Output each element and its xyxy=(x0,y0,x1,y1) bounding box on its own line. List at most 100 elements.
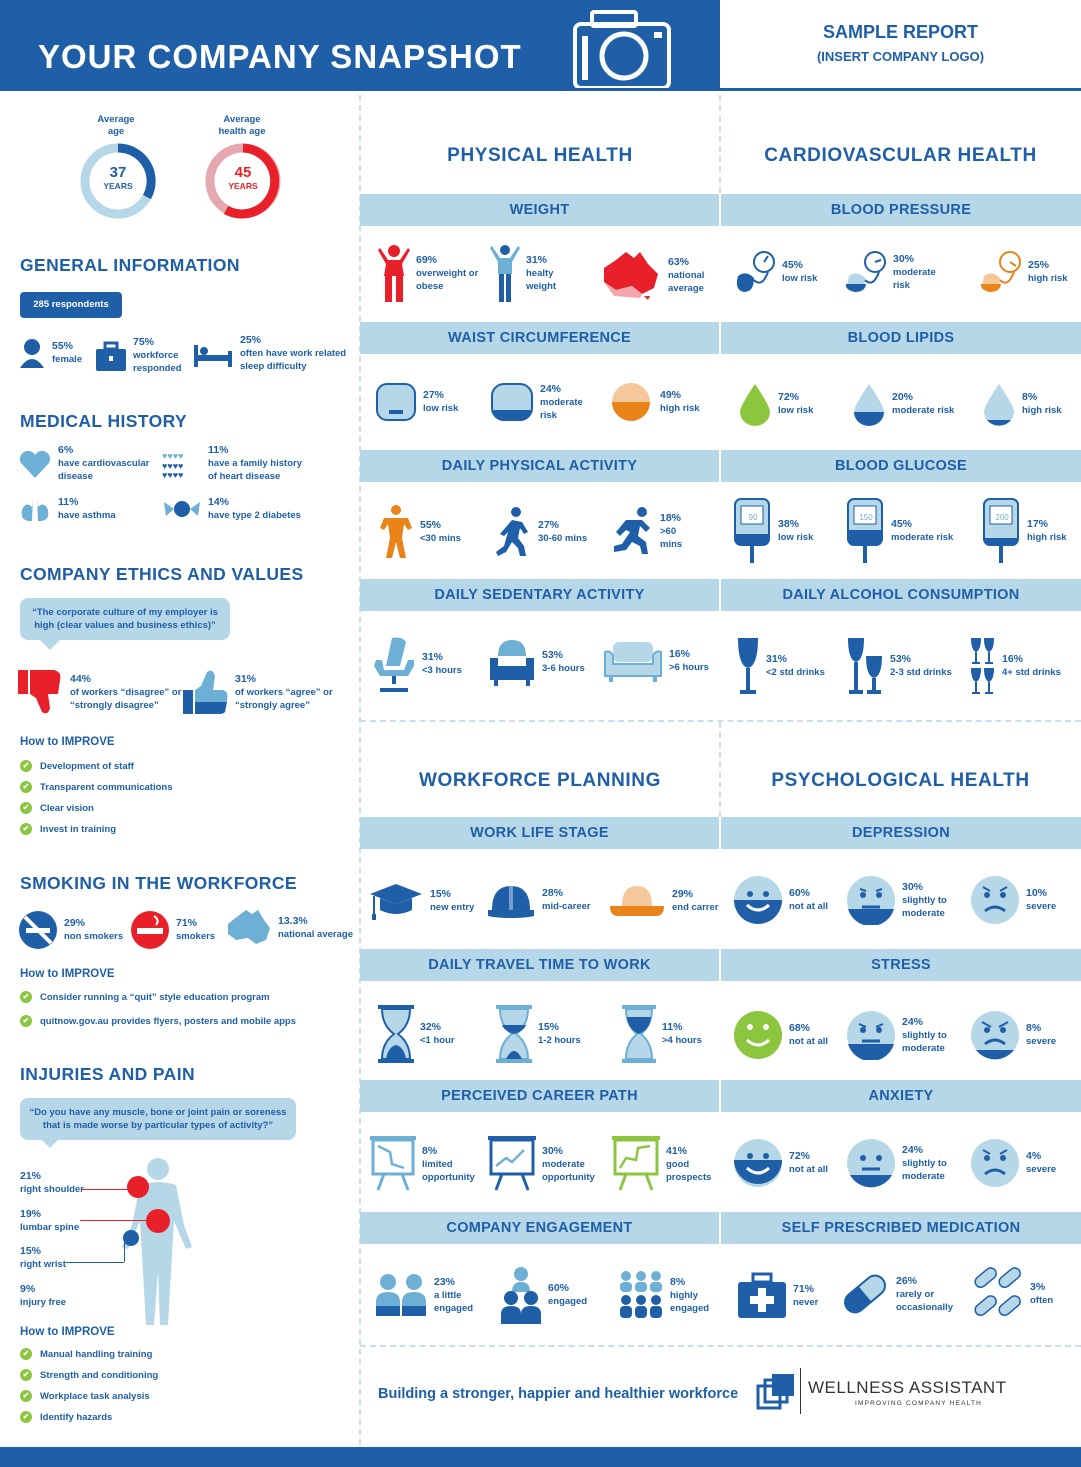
row-divider xyxy=(360,1345,1081,1347)
two-people-icon xyxy=(376,1274,426,1316)
logo-divider xyxy=(800,1368,801,1414)
glucose-reading: 200 xyxy=(995,513,1009,522)
smoking-tip: ✔ Consider running a “quit” style educati… xyxy=(20,991,270,1003)
lipids-moderate-risk: 20% moderate risk xyxy=(852,382,956,426)
medication-rarely: 26% rarely or occasionally xyxy=(840,1268,953,1320)
hat-icon xyxy=(610,886,664,916)
band-blood-pressure: BLOOD PRESSURE xyxy=(721,194,1081,226)
hourglass-icon xyxy=(496,1005,532,1063)
general-sleep: 25% often have work related sleep difficu… xyxy=(192,334,350,373)
anxiety-severe: 4% severe xyxy=(970,1138,1066,1188)
check-icon: ✔ xyxy=(20,1015,32,1027)
band-blood-lipids: BLOOD LIPIDS xyxy=(721,322,1081,354)
wine-glass-icon xyxy=(738,638,758,694)
sedentary-over-6: 16% >6 hours xyxy=(603,638,713,684)
band-travel-time: DAILY TRAVEL TIME TO WORK xyxy=(360,949,719,981)
check-icon: ✔ xyxy=(20,802,32,814)
thumbs-down-icon xyxy=(18,670,61,714)
stress-not-at-all: 68% not at all xyxy=(733,1010,833,1060)
healthy-person-icon xyxy=(490,245,520,302)
glucose-high-risk: 17% high risk xyxy=(983,498,1067,564)
band-sedentary: DAILY SEDENTARY ACTIVITY xyxy=(360,579,719,611)
career-limited: 8% limited opportunity xyxy=(370,1136,475,1192)
travel-over-4: 11% >4 hours xyxy=(622,1005,706,1063)
travel-under-1: 32% <1 hour xyxy=(378,1005,460,1063)
general-information-heading: GENERAL INFORMATION xyxy=(20,255,240,275)
injuries-tip: ✔ Strength and conditioning xyxy=(20,1369,158,1381)
column-divider xyxy=(359,95,361,1445)
leader-line xyxy=(124,1240,125,1262)
bed-icon xyxy=(194,344,232,367)
ethics-how-to-improve: How to IMPROVE xyxy=(20,736,115,748)
physical-health-heading: PHYSICAL HEALTH xyxy=(447,145,633,166)
brand-name: WELLNESS ASSISTANT xyxy=(808,1378,1007,1397)
rising-chart-icon xyxy=(612,1136,660,1191)
workforce-planning-heading: WORKFORCE PLANNING xyxy=(419,770,661,791)
neutral-face-icon xyxy=(847,1139,895,1188)
australia-map-icon xyxy=(228,910,270,944)
anxiety-slightly: 24% slightly to moderate xyxy=(846,1138,952,1188)
psychological-health-heading: PSYCHOLOGICAL HEALTH xyxy=(771,770,1030,791)
ethics-disagree: 44% of workers “disagree” or “strongly di… xyxy=(18,668,195,716)
engagement-highly: 8% highly engaged xyxy=(618,1270,714,1320)
general-female: 55% female xyxy=(18,338,82,368)
sedentary-3-6: 53% 3-6 hours xyxy=(488,636,586,688)
glucose-meter-icon xyxy=(983,498,1019,563)
alcohol-2-3: 53% 2-3 std drinks xyxy=(846,636,952,696)
row-divider xyxy=(360,720,1081,722)
lungs-icon xyxy=(21,498,49,522)
check-icon: ✔ xyxy=(20,1348,32,1360)
alcohol-4-plus: 16% 4+ std drinks xyxy=(970,636,1062,696)
sample-report-title: SAMPLE REPORT xyxy=(822,22,978,42)
sad-face-icon xyxy=(971,1139,1019,1187)
brand-subtitle: IMPROVING COMPANY HEALTH xyxy=(855,1400,983,1407)
column-divider xyxy=(719,95,721,193)
glucose-low-risk: 38% low risk xyxy=(734,498,818,564)
leader-line xyxy=(80,1220,148,1221)
band-weight: WEIGHT xyxy=(360,194,719,226)
bp-high-risk: 25% high risk xyxy=(978,250,1068,294)
health-age-value: 45 YEARS xyxy=(228,164,258,191)
svg-text:♥♥♥♥: ♥♥♥♥ xyxy=(162,461,183,471)
female-icon xyxy=(20,339,44,368)
crowd-icon xyxy=(620,1271,662,1318)
weight-overweight: 69% overweight or obese xyxy=(378,244,482,302)
medical-asthma: 11% have asthma xyxy=(18,494,116,524)
career-good: 41% good prospects xyxy=(612,1136,714,1192)
band-career-path: PERCEIVED CAREER PATH xyxy=(360,1080,719,1112)
wine-glasses-icon xyxy=(848,638,882,694)
sedentary-under-3: 31% <3 hours xyxy=(372,636,466,692)
smoking-non-smokers: 29% non smokers xyxy=(18,910,123,950)
injury-right-wrist: 15% right wrist xyxy=(20,1245,66,1270)
ethics-heading: COMPANY ETHICS AND VALUES xyxy=(20,564,304,584)
band-depression: DEPRESSION xyxy=(721,817,1081,849)
report-label: SAMPLE REPORT (INSERT COMPANY LOGO) xyxy=(720,0,1081,88)
smoking-heading: SMOKING IN THE WORKFORCE xyxy=(20,873,297,893)
check-icon: ✔ xyxy=(20,1411,32,1423)
career-moderate: 30% moderate opportunity xyxy=(488,1136,598,1192)
injury-free: 9% injury free xyxy=(20,1283,66,1308)
depression-not-at-all: 60% not at all xyxy=(733,875,833,925)
check-icon: ✔ xyxy=(20,991,32,1003)
briefcase-icon xyxy=(96,341,126,371)
ethics-tip: ✔ Clear vision xyxy=(20,802,94,814)
blood-pressure-icon xyxy=(980,251,1021,292)
glucose-moderate-risk: 45% moderate risk xyxy=(847,498,955,564)
sad-face-icon xyxy=(971,876,1019,924)
page-title: YOUR COMPANY SNAPSHOT xyxy=(38,38,522,75)
stress-severe: 8% severe xyxy=(970,1010,1066,1060)
declining-chart-icon xyxy=(370,1136,416,1191)
ethics-tip: ✔ Invest in training xyxy=(20,823,116,835)
ethics-tip: ✔ Transparent communications xyxy=(20,781,173,793)
depression-slightly: 30% slightly to moderate xyxy=(846,875,952,925)
health-age-ring xyxy=(205,143,281,219)
smoking-how-to-improve: How to IMPROVE xyxy=(20,968,115,980)
activity-under-30: 55% <30 mins xyxy=(378,504,464,560)
average-age-label: Average age xyxy=(97,114,135,137)
activity-over-60: 18% >60 mins xyxy=(612,506,700,556)
band-physical-activity: DAILY PHYSICAL ACTIVITY xyxy=(360,450,719,482)
weight-healthy: 31% healty weight xyxy=(490,244,570,302)
medical-diabetes: 14% have type 2 diabetes xyxy=(162,494,301,524)
no-smoking-icon xyxy=(19,911,57,949)
injuries-quote: “Do you have any muscle, bone or joint p… xyxy=(20,1098,296,1140)
